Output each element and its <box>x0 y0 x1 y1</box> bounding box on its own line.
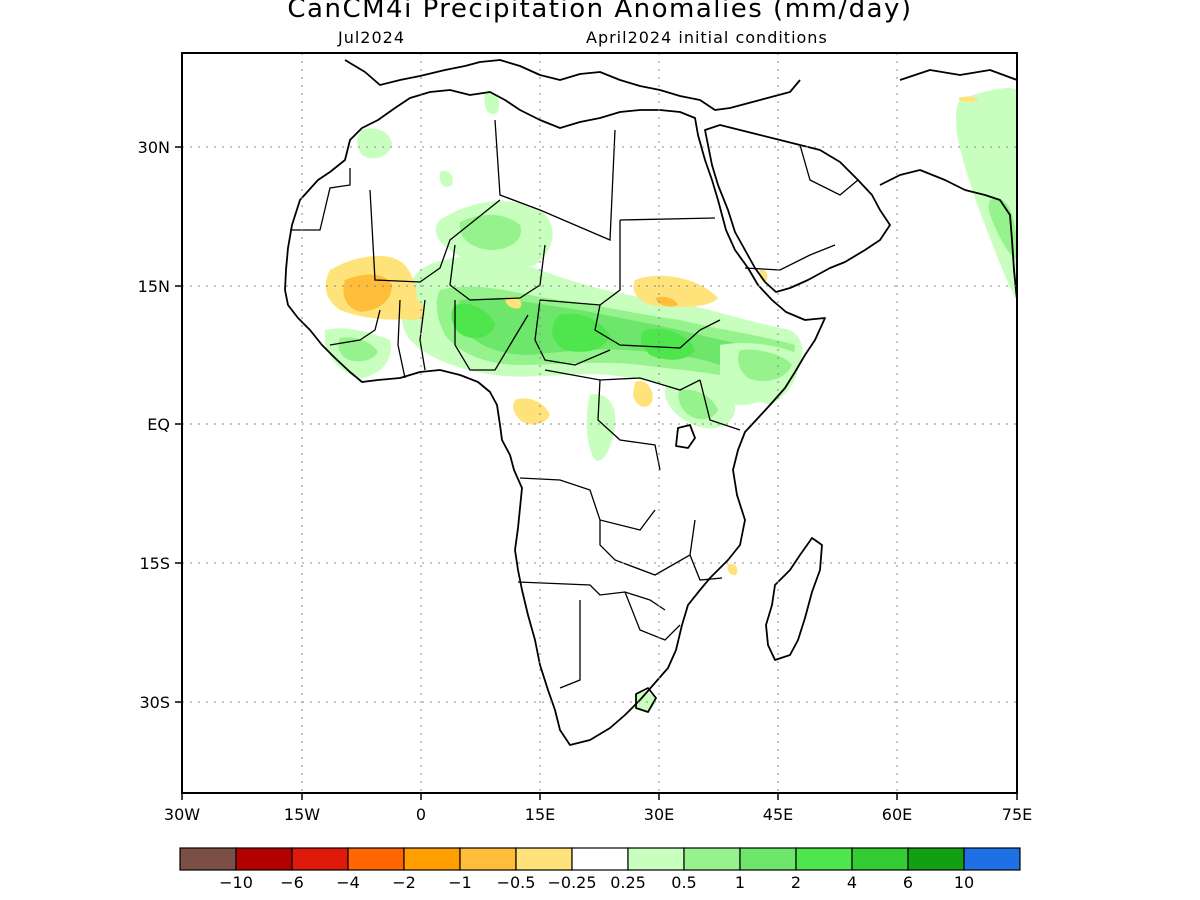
colorbar-label: 1 <box>735 873 745 892</box>
initial-conditions-label: April2024 initial conditions <box>586 28 828 47</box>
lon-tick-label: 0 <box>416 805 426 824</box>
anomaly-region <box>655 296 678 307</box>
colorbar-label: 2 <box>791 873 801 892</box>
africa-coastline <box>284 89 826 746</box>
lat-tick-label: 15S <box>139 554 170 573</box>
map-plot-area <box>182 53 1017 793</box>
lon-tick-label: 75E <box>1002 805 1032 824</box>
colorbar-label: −1 <box>448 873 472 892</box>
lat-tick-label: EQ <box>147 415 170 434</box>
arabia-coastline <box>704 124 891 293</box>
anomaly-region <box>513 398 550 425</box>
colorbar-swatch <box>683 847 741 871</box>
anomaly-shading <box>325 88 1017 710</box>
axes: 30W 15W 0 15E 30E 45E 60E 75E 30N 15N EQ 15S 30S <box>138 138 1033 824</box>
colorbar-swatch <box>907 847 965 871</box>
anomaly-region <box>357 128 392 159</box>
colorbar-swatch <box>291 847 349 871</box>
anomaly-region <box>552 313 610 352</box>
anomaly-region <box>955 88 1017 300</box>
lat-tick-label: 15N <box>138 277 170 296</box>
country-borders <box>290 119 859 689</box>
asia-coastline <box>879 169 1017 301</box>
grid-lines <box>182 53 1017 793</box>
anomaly-region <box>439 170 453 187</box>
lat-tick-label: 30N <box>138 138 170 157</box>
colorbar-swatch <box>571 847 629 871</box>
colorbar-label: 6 <box>903 873 913 892</box>
colorbar-label: −0.5 <box>497 873 536 892</box>
anomaly-region <box>633 275 718 308</box>
anomaly-region <box>727 563 738 576</box>
anomaly-region <box>958 96 978 102</box>
colorbar-label: 0.25 <box>610 873 646 892</box>
colorbar-label: −4 <box>336 873 360 892</box>
colorbar-swatch <box>963 847 1021 871</box>
anomaly-region <box>505 297 522 309</box>
colorbar-swatch <box>795 847 853 871</box>
anomaly-region <box>393 294 425 321</box>
anomaly-region <box>451 303 495 339</box>
anomaly-region <box>640 328 695 360</box>
anomaly-region <box>343 274 392 312</box>
plot-frame <box>181 52 1018 794</box>
madagascar-coastline <box>765 537 823 661</box>
anomaly-region <box>759 269 768 282</box>
colorbar-label: −6 <box>280 873 304 892</box>
colorbar-swatch <box>627 847 685 871</box>
anomaly-region <box>484 91 500 114</box>
colorbar-swatch <box>459 847 517 871</box>
lat-tick-label: 30S <box>139 693 170 712</box>
valid-month-label: Jul2024 <box>338 28 406 47</box>
lesotho-border <box>635 687 657 713</box>
colorbar-label: 4 <box>847 873 857 892</box>
colorbar-label: 0.5 <box>671 873 696 892</box>
map-title: CanCM4i Precipitation Anomalies (mm/day) <box>287 0 913 24</box>
colorbar-swatch <box>739 847 797 871</box>
anomaly-region <box>338 337 378 362</box>
colorbar-swatch <box>347 847 405 871</box>
anomaly-region <box>636 691 656 710</box>
colorbar-swatch <box>235 847 293 871</box>
colorbar-swatch <box>515 847 573 871</box>
anomaly-region <box>738 349 792 382</box>
lon-tick-label: 30W <box>164 805 200 824</box>
colorbar-swatch <box>851 847 909 871</box>
caspian-region <box>899 69 1017 81</box>
anomaly-region <box>633 381 653 407</box>
colorbar-label: −0.25 <box>547 873 596 892</box>
colorbar-swatch <box>403 847 461 871</box>
europe-coastline <box>344 59 801 111</box>
lon-tick-label: 15W <box>284 805 320 824</box>
colorbar-label: 10 <box>954 873 974 892</box>
coastlines <box>284 59 1017 746</box>
anomaly-region <box>459 214 521 250</box>
lon-tick-label: 15E <box>525 805 555 824</box>
colorbar-label: −2 <box>392 873 416 892</box>
lon-tick-label: 60E <box>882 805 912 824</box>
lon-tick-label: 45E <box>763 805 793 824</box>
colorbar-label: −10 <box>219 873 253 892</box>
lon-tick-label: 30E <box>644 805 674 824</box>
lake-victoria <box>675 424 696 449</box>
colorbar: −10 −6 −4 −2 −1 −0.5 −0.25 0.25 0.5 1 2 4 6 10 <box>179 847 1021 892</box>
colorbar-swatch <box>179 847 237 871</box>
anomaly-region <box>586 394 616 461</box>
